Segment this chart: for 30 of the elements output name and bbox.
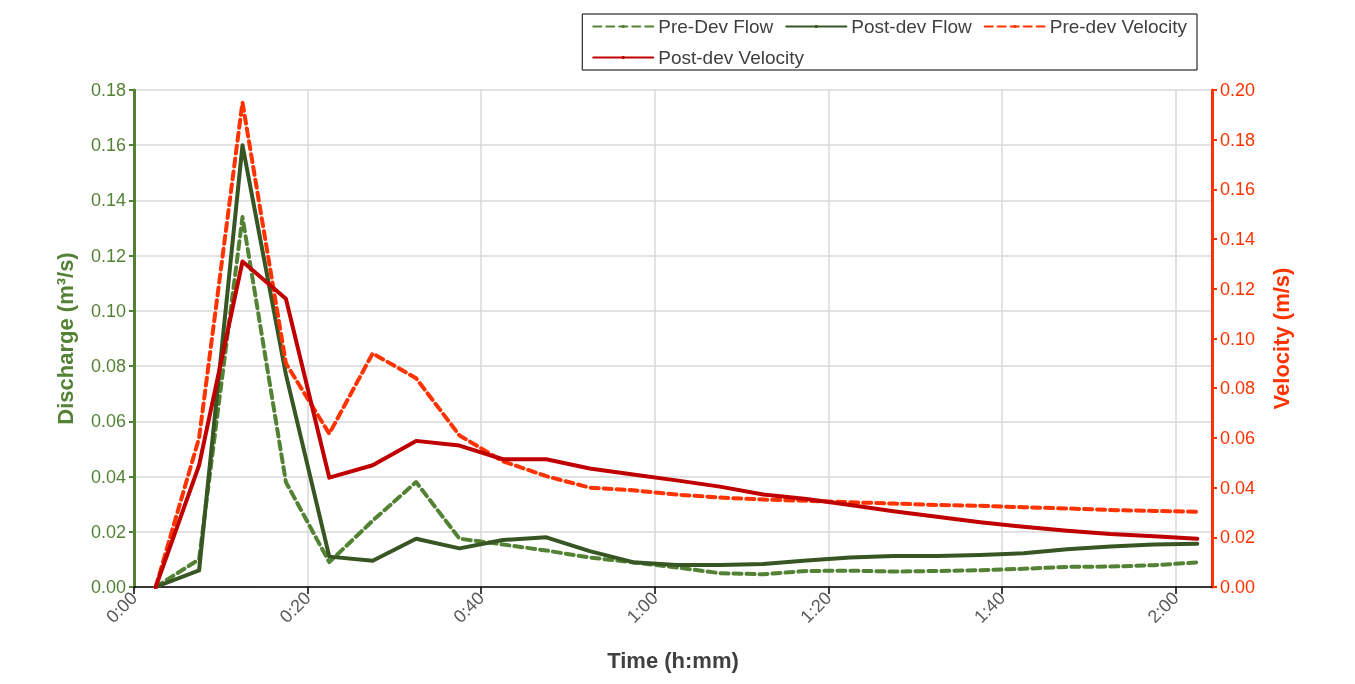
y2-tick-label: 0.00	[1220, 577, 1256, 597]
y-tick-label: 0.18	[90, 80, 126, 100]
legend-label: Post-dev Flow	[851, 16, 972, 37]
y2-tick-label: 0.08	[1220, 378, 1256, 399]
y2-tick-label: 0.06	[1220, 427, 1256, 448]
y-tick-label: 0.12	[90, 245, 126, 266]
y-tick-label: 0.16	[90, 135, 126, 156]
y2-tick-label: 0.14	[1220, 229, 1256, 250]
legend-label: Pre-dev Velocity	[1049, 16, 1188, 37]
x-axis-title: Time (h:mm)	[607, 647, 739, 673]
y2-tick-label: 0.02	[1220, 527, 1256, 548]
y2-tick-label: 0.04	[1220, 477, 1256, 498]
legend-label: Pre-Dev Flow	[658, 16, 774, 37]
y2-tick-label: 0.18	[1220, 129, 1256, 150]
legend-label: Post-dev Velocity	[658, 47, 805, 68]
y-tick-label: 0.08	[90, 356, 126, 377]
y-axis-title: Discharge (m³/s)	[52, 252, 78, 425]
y2-tick-label: 0.10	[1220, 328, 1256, 349]
y-tick-label: 0.00	[90, 577, 126, 597]
y2-tick-label: 0.16	[1220, 179, 1256, 200]
y2-tick-label: 0.20	[1220, 80, 1256, 100]
y-tick-label: 0.04	[90, 466, 126, 487]
x-tick-label: 0:20	[275, 587, 315, 627]
y2-tick-label: 0.12	[1220, 278, 1256, 299]
y2-axis-title: Velocity (m/s)	[1268, 267, 1294, 410]
y-tick-label: 0.06	[90, 411, 126, 432]
y-tick-label: 0.10	[90, 300, 126, 321]
y-tick-label: 0.02	[90, 521, 126, 542]
y-tick-label: 0.14	[90, 190, 126, 211]
x-tick-label: 0:40	[449, 587, 489, 627]
